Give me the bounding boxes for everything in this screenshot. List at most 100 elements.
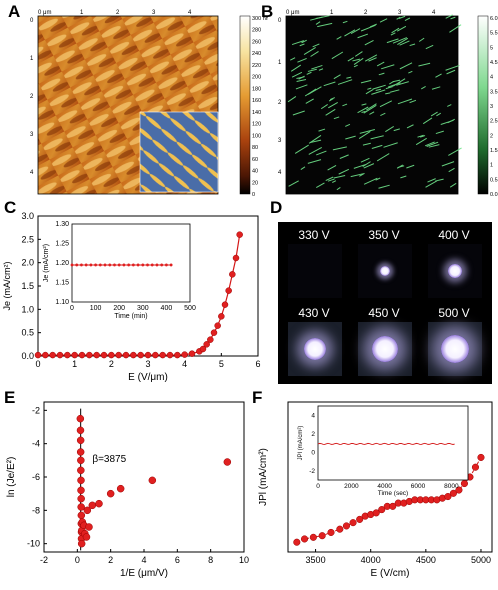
current-streak <box>363 104 377 114</box>
chart-e-point <box>116 484 125 493</box>
chart-c-point <box>49 351 56 359</box>
chart-c-inset-point <box>94 263 97 267</box>
afm-a-top-axis: 0 μm 1 2 3 4 <box>38 10 192 16</box>
svg-text:0: 0 <box>278 18 282 24</box>
chart-c-ytick-label: 0.0 <box>21 351 34 361</box>
chart-f-inset-ytick-label: -2 <box>309 468 315 475</box>
current-streak <box>446 69 456 75</box>
chart-e-xtick-label: 8 <box>208 555 213 565</box>
current-streak <box>342 20 348 24</box>
current-streak <box>390 89 400 93</box>
chart-e-xtick-label: -2 <box>40 555 48 565</box>
chart-c-inset-point <box>141 263 145 267</box>
colorbar-a-label: 80 <box>252 145 258 151</box>
current-streak <box>333 74 341 80</box>
current-streak <box>338 168 350 175</box>
current-streak <box>353 64 358 68</box>
chart-e-ytick-label: -4 <box>32 439 40 449</box>
current-streak <box>417 134 424 138</box>
current-streak <box>449 24 462 33</box>
chart-f-inset-ytick-label: 0 <box>311 449 315 456</box>
current-streak <box>311 64 323 70</box>
chart-c-point <box>199 345 207 353</box>
current-streak <box>448 147 462 156</box>
emission-glow <box>448 264 462 278</box>
panel-letter-e: E <box>4 388 16 407</box>
current-streak <box>378 72 385 76</box>
current-streak <box>295 84 308 90</box>
chart-c-inset-xtick-label: 500 <box>184 305 196 312</box>
svg-text:2: 2 <box>116 10 120 16</box>
current-streak <box>301 39 307 44</box>
chart-e-point <box>77 503 85 511</box>
emission-photo <box>288 322 342 376</box>
current-streak <box>307 68 317 72</box>
chart-c-point <box>130 351 137 359</box>
panel-letter-d: D <box>270 198 283 217</box>
current-streak <box>318 128 326 132</box>
voltage-label: 350 V <box>368 228 400 242</box>
chart-c-point <box>225 287 232 294</box>
current-streak <box>447 104 452 107</box>
current-streak <box>408 70 413 74</box>
current-streak <box>328 102 338 109</box>
panel-letter-c: C <box>4 198 17 217</box>
chart-f-pl-plot: 3500 4000 4500 5000 E (V/cm) JPl (mA/cm²) 0 200… <box>258 401 493 579</box>
chart-f-inset-ylabel: JPl (mA/cm²) <box>298 426 304 461</box>
chart-f-point <box>460 479 468 488</box>
current-streak <box>375 88 382 91</box>
current-streak <box>392 37 408 44</box>
chart-c-ytick-label: 0.5 <box>21 328 34 338</box>
svg-text:3: 3 <box>30 132 34 138</box>
chart-e-point <box>223 458 232 466</box>
current-streak <box>419 135 426 138</box>
current-streak <box>362 142 371 146</box>
current-streak <box>425 44 434 50</box>
chart-c-inset-ylabel: Je (mA/cm²) <box>43 244 50 282</box>
current-streak <box>360 157 370 163</box>
chart-f-inset-xtick-label: 2000 <box>344 483 359 490</box>
chart-c-xtick-label: 6 <box>255 359 260 369</box>
svg-text:0 μm: 0 μm <box>38 10 51 16</box>
current-streak <box>363 163 375 169</box>
chart-c-inset-xtick-label: 0 <box>70 305 74 312</box>
chart-c-ytick-label: 1.5 <box>21 281 34 291</box>
current-streak <box>294 144 309 154</box>
chart-f-point <box>293 538 301 546</box>
chart-f-inset-xtick-label: 6000 <box>411 483 426 490</box>
chart-c-inset-point <box>160 263 164 267</box>
chart-c-ytick-label: 2.0 <box>21 258 34 268</box>
panel-letter-b: B <box>261 2 274 21</box>
chart-c-inset-point <box>75 263 79 267</box>
colorbar-b-label: 0.5 <box>490 177 498 183</box>
current-streak <box>420 85 426 90</box>
current-streak <box>325 108 336 116</box>
chart-c-inset-point <box>146 263 149 267</box>
current-streak <box>323 81 336 87</box>
current-streak <box>425 180 438 188</box>
chart-f-point <box>389 502 397 510</box>
chart-c-inset-point <box>150 263 154 267</box>
current-streak <box>332 180 337 183</box>
current-streak <box>344 29 356 37</box>
current-streak <box>316 182 325 188</box>
chart-c-inset-xtick-label: 300 <box>137 305 149 312</box>
emission-glow <box>372 336 398 362</box>
colorbar-a-label: 280 <box>252 28 261 34</box>
colorbar-a-label: 0 <box>252 192 255 196</box>
colorbar-b-label: 2.5 <box>490 119 498 125</box>
chart-c-point <box>159 351 166 359</box>
current-streak <box>290 57 296 61</box>
chart-e-ytick-label: -2 <box>32 405 40 415</box>
chart-e-ytick-label: -10 <box>27 539 40 549</box>
chart-f-point <box>327 528 335 536</box>
chart-c-point <box>42 351 49 359</box>
current-streak <box>353 57 364 66</box>
current-streak <box>385 92 391 95</box>
chart-c-point <box>100 351 108 359</box>
svg-text:1: 1 <box>30 56 34 62</box>
current-streak <box>308 146 322 155</box>
current-streak <box>376 153 390 162</box>
current-streak <box>436 112 442 117</box>
afm-a-left-axis: 0 1 2 3 4 <box>30 18 34 176</box>
